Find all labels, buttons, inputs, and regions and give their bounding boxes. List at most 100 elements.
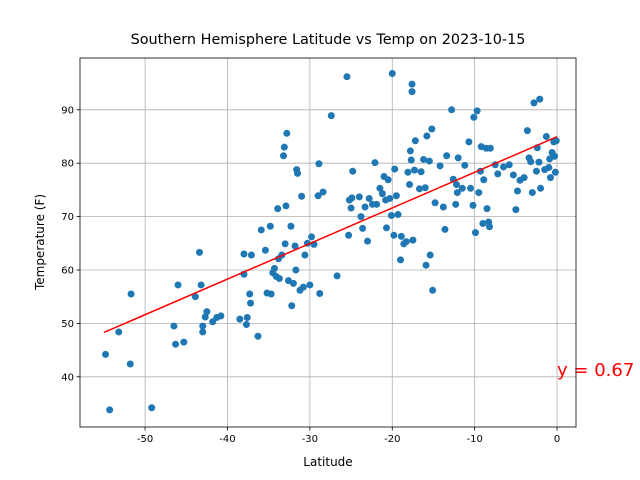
x-tick-label: 0 <box>554 434 560 445</box>
point <box>415 185 423 193</box>
point <box>291 242 299 250</box>
point <box>327 112 335 120</box>
x-axis-label: Latitude <box>303 455 352 469</box>
point <box>422 261 430 269</box>
point <box>203 308 211 316</box>
point <box>439 203 447 211</box>
point <box>127 290 135 298</box>
point <box>485 223 493 231</box>
point <box>386 194 394 202</box>
point <box>170 322 178 330</box>
point <box>243 314 251 322</box>
point <box>411 166 419 174</box>
point <box>191 293 199 301</box>
point <box>267 290 275 298</box>
point <box>470 113 478 121</box>
point <box>411 137 419 145</box>
x-tick-label: -20 <box>384 434 400 445</box>
point <box>382 224 390 232</box>
point <box>417 168 425 176</box>
point <box>359 224 367 232</box>
point <box>423 132 431 140</box>
point <box>280 152 288 160</box>
point <box>270 264 278 272</box>
point <box>426 251 434 259</box>
point <box>443 152 451 160</box>
x-tick-label: -40 <box>219 434 235 445</box>
annotation: y = 0.67 <box>557 360 634 381</box>
point <box>201 313 209 321</box>
point <box>247 299 255 307</box>
y-axis-label: Temperature (F) <box>33 194 47 291</box>
point <box>546 174 554 182</box>
point <box>542 132 550 140</box>
point <box>394 210 402 218</box>
point <box>384 176 392 184</box>
point <box>523 127 531 135</box>
point <box>294 169 302 177</box>
point <box>197 281 205 289</box>
point <box>406 181 414 189</box>
point <box>378 190 386 198</box>
point <box>536 95 544 103</box>
point <box>242 320 250 328</box>
point <box>406 147 414 155</box>
point <box>292 266 300 274</box>
point <box>453 181 461 189</box>
point <box>287 222 295 230</box>
point <box>349 167 357 175</box>
point <box>180 338 188 346</box>
point <box>408 88 416 96</box>
point <box>465 138 473 146</box>
point <box>391 165 399 173</box>
point <box>551 168 559 176</box>
point <box>357 213 365 221</box>
point <box>528 189 536 197</box>
point <box>282 202 290 210</box>
point <box>106 406 114 414</box>
point <box>217 312 225 320</box>
point <box>467 184 475 192</box>
regression-line <box>103 136 558 334</box>
point <box>532 167 540 175</box>
point <box>453 189 461 197</box>
y-tick-label: 70 <box>61 212 74 223</box>
point <box>545 163 553 171</box>
point <box>355 193 363 201</box>
point <box>387 212 395 220</box>
point <box>172 340 180 348</box>
point <box>365 194 373 202</box>
point <box>261 246 269 254</box>
point <box>257 226 265 234</box>
point <box>486 144 494 152</box>
point <box>148 404 156 412</box>
point <box>280 143 288 151</box>
point <box>475 189 483 197</box>
point <box>469 201 477 209</box>
x-tick-label: -50 <box>137 434 153 445</box>
point <box>319 188 327 196</box>
point <box>348 194 356 202</box>
point <box>429 286 437 294</box>
y-tick-label: 50 <box>61 319 74 330</box>
point <box>306 281 314 289</box>
point <box>402 238 410 246</box>
point <box>246 290 254 298</box>
point <box>314 192 322 200</box>
point <box>316 289 324 297</box>
point <box>301 251 309 259</box>
point <box>505 161 513 169</box>
point <box>527 158 535 166</box>
point <box>288 302 296 310</box>
point <box>512 206 520 214</box>
point <box>274 205 282 213</box>
point <box>299 283 307 291</box>
point <box>195 248 203 256</box>
point <box>236 315 244 323</box>
point <box>397 256 405 264</box>
point <box>530 99 538 107</box>
plot-frame <box>79 57 577 428</box>
point <box>420 155 428 163</box>
point <box>289 279 297 287</box>
x-tick-label: -30 <box>302 434 318 445</box>
